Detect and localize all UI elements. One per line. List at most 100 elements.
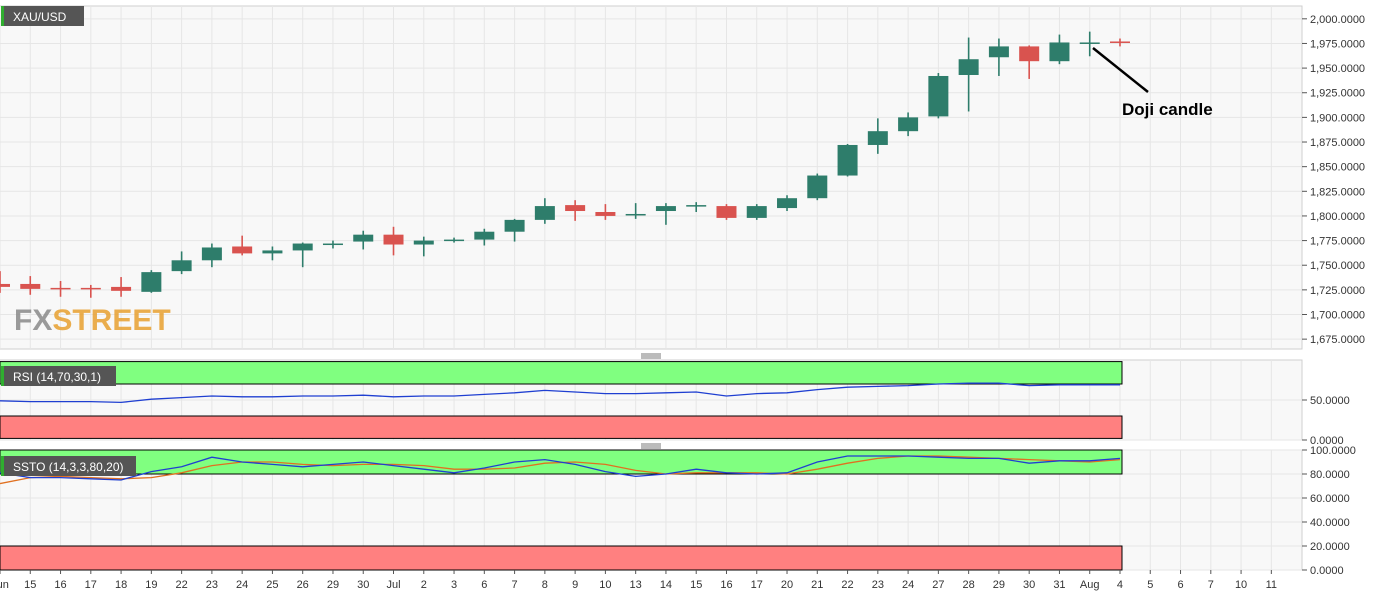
x-tick-label: 15 <box>690 579 702 591</box>
price-y-tick-label: 1,800.0000 <box>1310 211 1365 223</box>
candle[interactable] <box>353 230 374 250</box>
candlestick-series <box>0 31 1130 298</box>
x-tick-label: 6 <box>1177 579 1183 591</box>
candle[interactable] <box>201 243 222 268</box>
candle[interactable] <box>383 226 404 256</box>
candle[interactable] <box>20 276 41 295</box>
stochastic-oversold-zone <box>0 545 1123 571</box>
axis-labels: 2,000.0000 1,975.0000 1,950.0000 1,925.0000… <box>0 14 1365 591</box>
candle[interactable] <box>625 203 646 219</box>
stochastic-y-tick-label: 60.0000 <box>1310 493 1350 505</box>
price-y-tick-label: 1,925.0000 <box>1310 88 1365 100</box>
panel-resize-handle[interactable] <box>641 443 661 449</box>
stochastic-y-tick-label: 20.0000 <box>1310 541 1350 553</box>
x-tick-label: 22 <box>175 579 187 591</box>
x-tick-label: 10 <box>1235 579 1247 591</box>
x-tick-label: 29 <box>327 579 339 591</box>
candle[interactable] <box>958 37 979 112</box>
price-y-tick-label: 1,750.0000 <box>1310 260 1365 272</box>
candle[interactable] <box>777 195 798 212</box>
x-tick-label: 31 <box>1053 579 1065 591</box>
x-tick-label: 17 <box>85 579 97 591</box>
candle[interactable] <box>444 237 465 243</box>
stochastic-k-line <box>0 455 1121 481</box>
x-tick-label: 16 <box>720 579 732 591</box>
x-tick-label: 17 <box>751 579 763 591</box>
panel-resize-handle[interactable] <box>641 353 661 359</box>
price-y-tick-label: 2,000.0000 <box>1310 14 1365 26</box>
candle[interactable] <box>322 240 343 249</box>
stochastic-y-tick-label: 80.0000 <box>1310 469 1350 481</box>
candle[interactable] <box>80 284 101 298</box>
stochastic-legend[interactable]: SSTO (14,3,3,80,20) <box>1 456 136 476</box>
candle[interactable] <box>1049 34 1070 65</box>
price-y-tick-label: 1,900.0000 <box>1310 112 1365 124</box>
doji-annotation-arrow <box>1092 47 1149 93</box>
candle[interactable] <box>0 271 10 293</box>
candle[interactable] <box>867 118 888 154</box>
candle[interactable] <box>898 112 919 137</box>
price-legend[interactable]: XAU/USD <box>1 6 84 26</box>
stochastic-y-tick-label: 0.0000 <box>1310 565 1344 577</box>
candle[interactable] <box>686 202 707 212</box>
candle[interactable] <box>655 203 676 225</box>
price-y-tick-label: 1,950.0000 <box>1310 63 1365 75</box>
rsi-y-tick-label: 50.0000 <box>1310 395 1350 407</box>
candle[interactable] <box>232 235 253 256</box>
x-tick-label: 6 <box>481 579 487 591</box>
x-tick-label: 25 <box>266 579 278 591</box>
candle[interactable] <box>565 200 586 221</box>
candle[interactable] <box>262 246 283 261</box>
x-tick-label: 30 <box>357 579 369 591</box>
candle[interactable] <box>474 228 495 246</box>
x-tick-label: 15 <box>24 579 36 591</box>
x-tick-label: 7 <box>1208 579 1214 591</box>
candle[interactable] <box>413 236 434 257</box>
candle[interactable] <box>50 280 71 297</box>
candle[interactable] <box>111 277 132 297</box>
x-tick-label: 16 <box>54 579 66 591</box>
price-y-tick-label: 1,700.0000 <box>1310 310 1365 322</box>
x-tick-label: 11 <box>1266 579 1277 591</box>
x-tick-label: 13 <box>630 579 642 591</box>
x-tick-label: 18 <box>115 579 127 591</box>
x-tick-label: 24 <box>236 579 248 591</box>
price-y-tick-label: 1,675.0000 <box>1310 334 1365 346</box>
grid-lines <box>0 6 1302 571</box>
x-tick-label: 28 <box>963 579 975 591</box>
x-tick-label: 24 <box>902 579 914 591</box>
x-tick-label: 20 <box>781 579 793 591</box>
candle[interactable] <box>292 242 313 268</box>
price-panel[interactable] <box>0 5 1303 350</box>
candle[interactable] <box>595 204 616 220</box>
stochastic-y-tick-label: 40.0000 <box>1310 517 1350 529</box>
doji-annotation-label: Doji candle <box>1122 100 1213 119</box>
candle[interactable] <box>716 204 737 220</box>
candle[interactable] <box>807 173 828 201</box>
candle[interactable] <box>1019 45 1040 79</box>
candle[interactable] <box>534 198 555 224</box>
candle[interactable] <box>504 218 525 242</box>
rsi-legend[interactable]: RSI (14,70,30,1) <box>1 366 116 386</box>
candle[interactable] <box>171 251 192 275</box>
candle[interactable] <box>988 38 1009 76</box>
price-y-tick-label: 1,975.0000 <box>1310 38 1365 50</box>
x-tick-label: 27 <box>932 579 944 591</box>
candle[interactable] <box>1079 31 1100 57</box>
x-tick-label: 22 <box>841 579 853 591</box>
x-tick-label: 10 <box>599 579 611 591</box>
candle[interactable] <box>837 143 858 177</box>
rsi-legend-label: RSI (14,70,30,1) <box>13 370 101 384</box>
x-tick-label: 3 <box>451 579 457 591</box>
candle[interactable] <box>141 270 162 293</box>
x-tick-label: 8 <box>542 579 548 591</box>
rsi-y-tick-label: 0.0000 <box>1310 435 1344 447</box>
candle[interactable] <box>1109 38 1130 47</box>
watermark-fx: FX <box>14 304 52 337</box>
x-tick-label: Jun <box>0 579 9 591</box>
x-tick-label: 23 <box>872 579 884 591</box>
candle[interactable] <box>746 204 767 220</box>
x-tick-label: 30 <box>1023 579 1035 591</box>
candle[interactable] <box>928 73 949 119</box>
